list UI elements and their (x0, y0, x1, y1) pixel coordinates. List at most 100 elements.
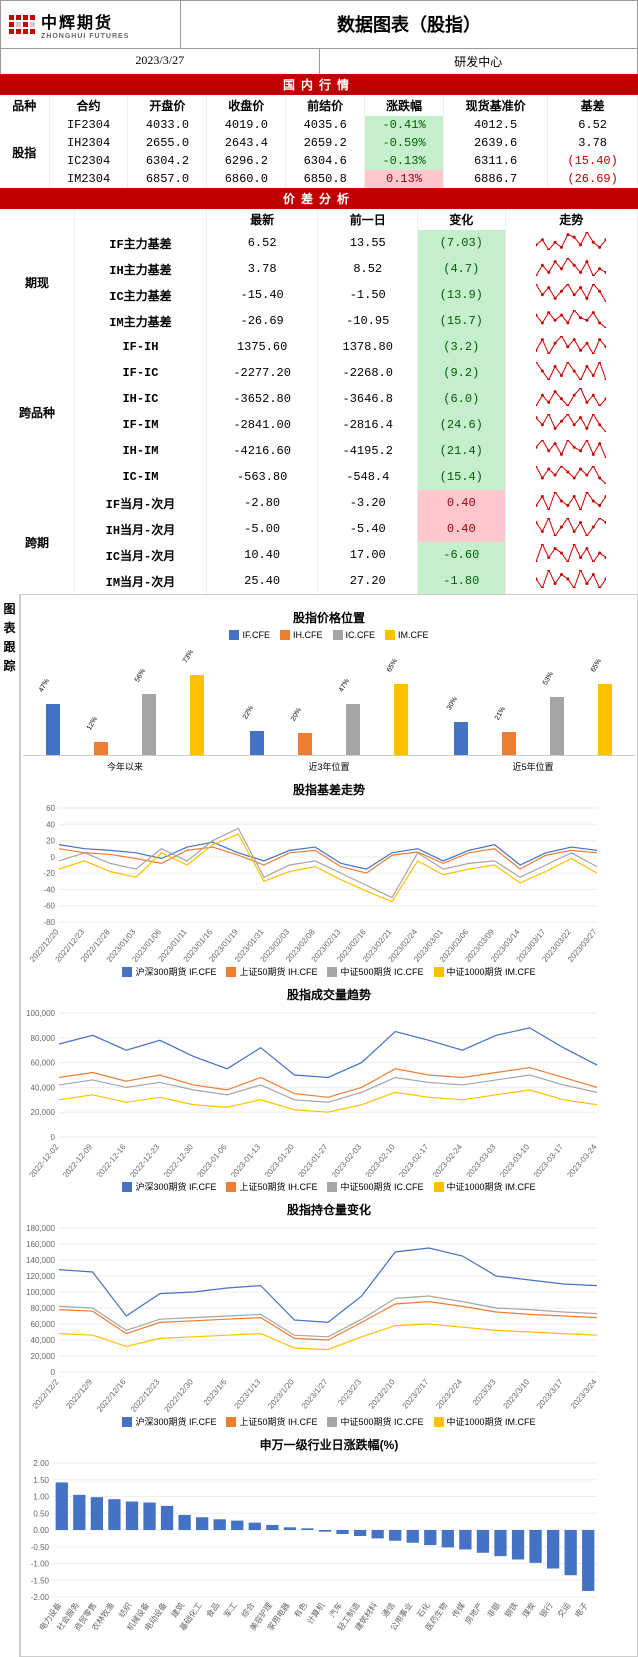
sparkline (505, 256, 637, 282)
logo: 中辉期货 ZHONGHUI FUTURES (1, 1, 181, 48)
svg-text:-1.50: -1.50 (31, 1576, 50, 1585)
svg-text:2022/12/9: 2022/12/9 (64, 1377, 94, 1410)
svg-text:2023/3/17: 2023/3/17 (535, 1377, 565, 1410)
svg-text:-20: -20 (43, 869, 55, 878)
svg-text:2023-03-24: 2023-03-24 (565, 1142, 599, 1177)
group-label: 期现 (0, 230, 75, 334)
col-header: 变化 (418, 209, 506, 230)
col-header: 合约 (49, 95, 128, 116)
svg-text:0: 0 (51, 1133, 56, 1142)
svg-text:40,000: 40,000 (31, 1336, 56, 1345)
table-row: IC主力基差 -15.40-1.50 (13.9) (0, 282, 638, 308)
svg-text:2023-02-17: 2023-02-17 (397, 1142, 431, 1177)
svg-text:60: 60 (46, 804, 55, 813)
svg-text:2023/3/3: 2023/3/3 (471, 1377, 498, 1407)
svg-text:2023-02-03: 2023-02-03 (330, 1142, 364, 1177)
svg-text:2023-03-10: 2023-03-10 (498, 1142, 532, 1177)
svg-text:2023/2/10: 2023/2/10 (367, 1377, 397, 1410)
brand-en: ZHONGHUI FUTURES (41, 33, 129, 40)
svg-text:0: 0 (51, 1368, 56, 1377)
col-header: 最新 (206, 209, 318, 230)
svg-text:160,000: 160,000 (26, 1240, 55, 1249)
bar-group-label: 近3年位置 (227, 760, 431, 773)
svg-text:汽车: 汽车 (327, 1600, 344, 1619)
bar: 53% (550, 697, 564, 755)
table-row: IM23046857.06860.06850.8 0.13%6886.7 (26… (0, 170, 638, 188)
sparkline (505, 542, 637, 568)
svg-text:2022/12/23: 2022/12/23 (129, 1377, 162, 1412)
header: 中辉期货 ZHONGHUI FUTURES 数据图表（股指） (0, 0, 638, 49)
svg-text:20,000: 20,000 (31, 1108, 56, 1117)
svg-text:2022-12-09: 2022-12-09 (61, 1142, 95, 1177)
svg-text:传媒: 传媒 (450, 1600, 467, 1619)
line-chart: 0 20,000 40,000 60,000 80,000 100,000 120,000 1… (23, 1222, 603, 1412)
market-table: 品种合约开盘价收盘价前结价涨跌幅现货基准价基差股指 IF23044033.040… (0, 95, 638, 188)
svg-text:2022/12/2: 2022/12/2 (31, 1377, 61, 1410)
group-label: 跨品种 (0, 334, 75, 490)
sparkline (505, 438, 637, 464)
svg-text:60,000: 60,000 (31, 1059, 56, 1068)
table-row: 期现 IF主力基差 6.5213.55 (7.03) (0, 230, 638, 256)
bar: 65% (394, 684, 408, 755)
svg-text:20,000: 20,000 (31, 1352, 56, 1361)
svg-text:2023-01-13: 2023-01-13 (229, 1142, 263, 1177)
svg-text:40,000: 40,000 (31, 1083, 56, 1092)
group-label: 跨期 (0, 490, 75, 594)
svg-text:180,000: 180,000 (26, 1224, 55, 1233)
svg-text:-40: -40 (43, 885, 55, 894)
svg-text:房地产: 房地产 (463, 1600, 485, 1625)
svg-text:2023-03-17: 2023-03-17 (532, 1142, 566, 1177)
svg-text:军工: 军工 (222, 1601, 239, 1619)
sparkline (505, 282, 637, 308)
svg-text:2022/12/30: 2022/12/30 (162, 1377, 195, 1412)
svg-text:非银: 非银 (485, 1600, 502, 1619)
svg-text:2022-12-16: 2022-12-16 (95, 1142, 129, 1177)
bar: 56% (142, 694, 156, 755)
svg-text:100,000: 100,000 (26, 1288, 55, 1297)
svg-text:2022-12-30: 2022-12-30 (162, 1142, 196, 1177)
bar: 20% (298, 733, 312, 755)
svg-text:80,000: 80,000 (31, 1304, 56, 1313)
svg-text:2023/2/3: 2023/2/3 (336, 1377, 363, 1407)
svg-text:银行: 银行 (537, 1600, 554, 1619)
sparkline (505, 568, 637, 594)
svg-text:2.00: 2.00 (33, 1459, 49, 1468)
svg-text:-0.50: -0.50 (31, 1543, 50, 1552)
chart-legend: 沪深300期货 IF.CFE上证50期货 IH.CFE中证500期货 IC.CF… (23, 965, 635, 978)
table-row: IC当月-次月 10.4017.00 -6.60 (0, 542, 638, 568)
dept: 研发中心 (320, 49, 638, 74)
chart-legend: IF.CFEIH.CFEIC.CFEIM.CFE (23, 630, 635, 640)
svg-text:综合: 综合 (239, 1600, 256, 1619)
bar: 12% (94, 742, 108, 755)
line-chart: 0 20,000 40,000 60,000 80,000 100,000 2022-12-… (23, 1007, 603, 1177)
logo-icon (9, 15, 35, 34)
col-header: 走势 (505, 209, 637, 230)
chart-legend: 沪深300期货 IF.CFE上证50期货 IH.CFE中证500期货 IC.CF… (23, 1415, 635, 1428)
chart-title: 申万一级行业日涨跌幅(%) (23, 1436, 635, 1453)
section-spread: 价差分析 (0, 188, 638, 209)
svg-text:120,000: 120,000 (26, 1272, 55, 1281)
bar: 30% (454, 722, 468, 755)
svg-text:100,000: 100,000 (26, 1009, 55, 1018)
brand-cn: 中辉期货 (41, 9, 129, 33)
svg-text:2023-01-20: 2023-01-20 (263, 1142, 297, 1177)
svg-text:电子: 电子 (572, 1600, 589, 1619)
bar-group-label: 今年以来 (23, 760, 227, 773)
svg-text:80,000: 80,000 (31, 1034, 56, 1043)
col-header: 现货基准价 (443, 95, 547, 116)
bar: 73% (190, 675, 204, 755)
svg-text:60,000: 60,000 (31, 1320, 56, 1329)
svg-text:0.50: 0.50 (33, 1509, 49, 1518)
col-header: 收盘价 (207, 95, 286, 116)
svg-text:计算机: 计算机 (305, 1600, 327, 1625)
table-row: IF-IM -2841.00-2816.4 (24.6) (0, 412, 638, 438)
table-row: 股指 IF23044033.04019.04035.6 -0.41%4012.5… (0, 116, 638, 134)
table-row: IC-IM -563.80-548.4 (15.4) (0, 464, 638, 490)
section-domestic: 国内行情 (0, 74, 638, 95)
col-header: 涨跌幅 (365, 95, 444, 116)
svg-text:建筑: 建筑 (169, 1600, 186, 1619)
svg-text:2023/3/10: 2023/3/10 (502, 1377, 532, 1410)
sparkline (505, 386, 637, 412)
svg-text:2023-03-03: 2023-03-03 (464, 1142, 498, 1177)
svg-text:0: 0 (51, 853, 56, 862)
